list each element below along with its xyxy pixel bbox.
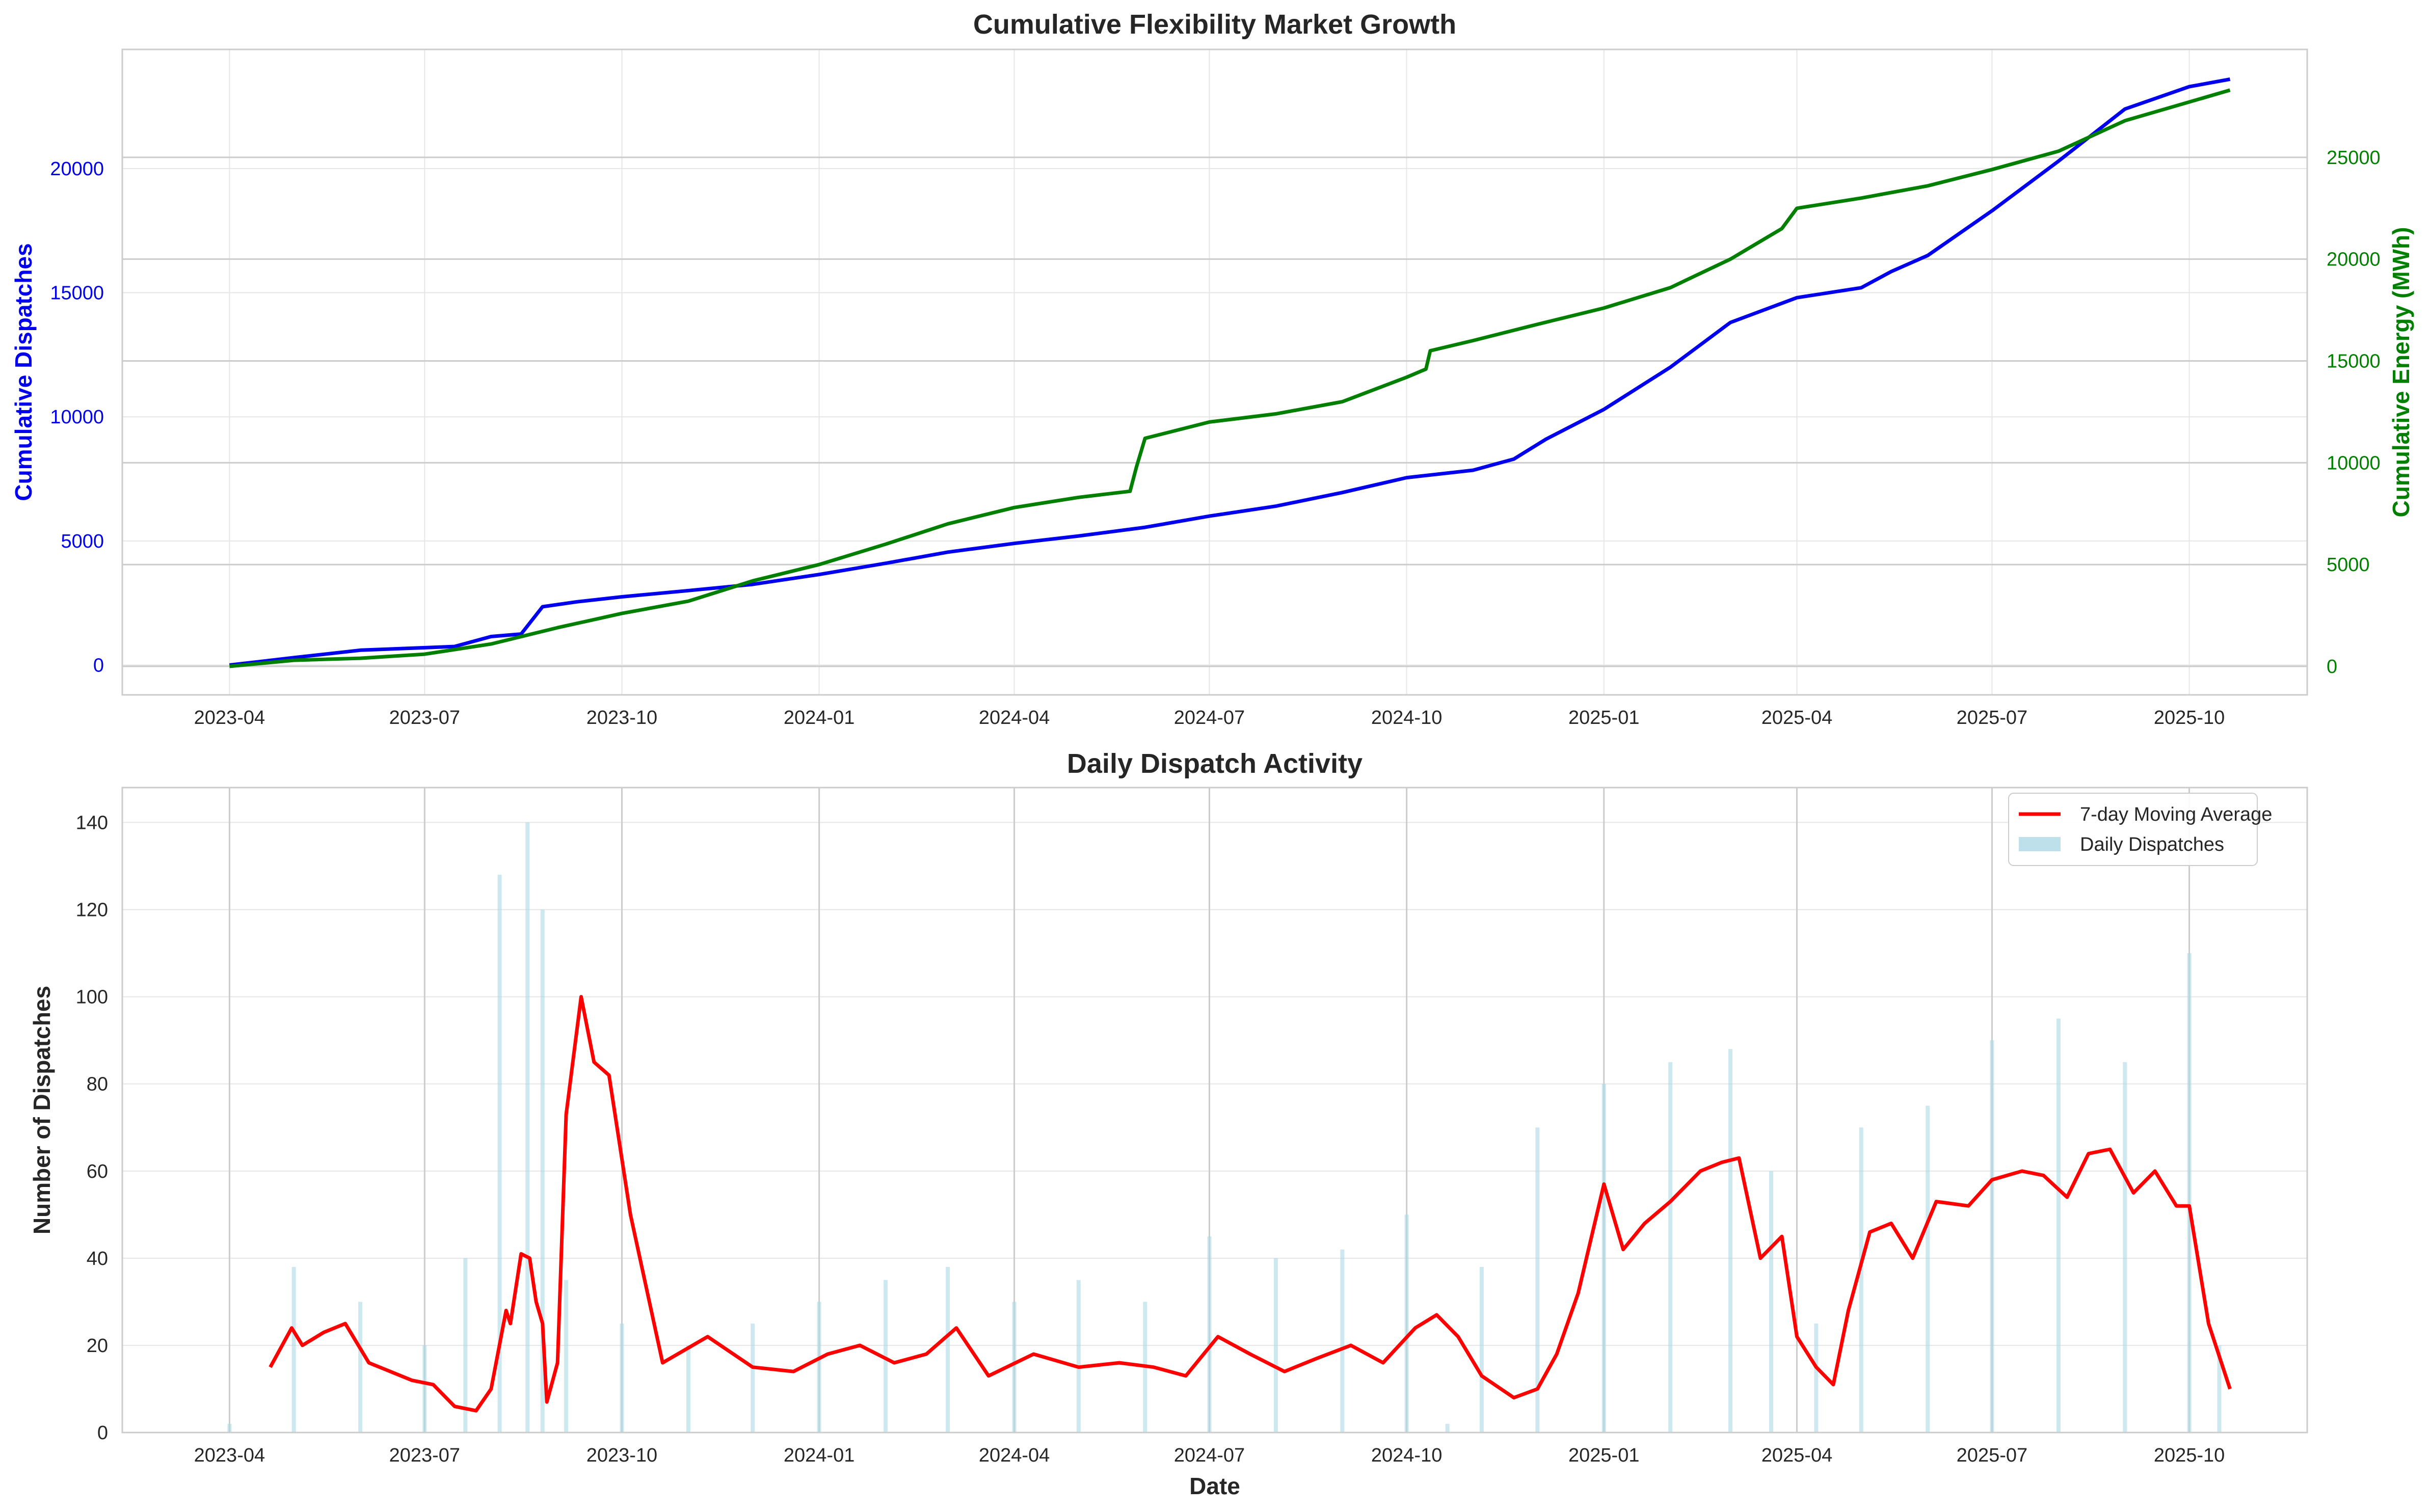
daily-dispatch-bar [1207,1236,1212,1433]
cumulative-dispatches-line [229,77,2231,667]
y-left-tick-label: 10000 [50,407,104,428]
y-right-axis-label: Cumulative Energy (MWh) [2388,227,2414,518]
daily-dispatch-bar [620,1324,624,1433]
x-tick-label: 2024-04 [979,1445,1050,1466]
x-tick-label: 2024-07 [1174,707,1245,728]
daily-dispatch-bar [525,822,530,1433]
y-left-tick-label: 5000 [61,531,104,552]
daily-dispatch-bar [884,1280,888,1433]
daily-dispatch-bar [1668,1062,1673,1433]
legend-label-moving-average: 7-day Moving Average [2080,804,2272,825]
daily-dispatch-bar [751,1324,755,1433]
plot-area [122,49,2307,695]
daily-dispatch-bar [1404,1214,1409,1433]
x-tick-label: 2023-07 [389,707,460,728]
cumulative-growth-panel: 2023-04 2023-07 2023-10 2024-01 2024-04 2024-… [10,9,2414,728]
daily-dispatch-bar [2217,1345,2222,1433]
chart-title: Daily Dispatch Activity [1067,748,1363,779]
daily-dispatch-bar [540,909,545,1433]
x-axis-label: Date [1189,1473,1240,1499]
daily-dispatch-bar [564,1280,569,1433]
y-tick-label: 20 [87,1335,108,1357]
daily-dispatch-bar [1340,1249,1345,1433]
daily-dispatch-bar [422,1345,427,1433]
x-tick-label: 2025-07 [1957,707,2027,728]
legend-box [2008,793,2258,866]
y-left-tick-label: 20000 [50,158,104,180]
x-tick-label: 2024-04 [979,707,1050,728]
x-tick-label: 2024-01 [784,707,854,728]
y-tick-label: 60 [87,1161,108,1182]
x-tick-label: 2025-01 [1568,1445,1639,1466]
y-right-tick-label: 20000 [2327,249,2381,271]
x-tick-label: 2024-07 [1174,1445,1245,1466]
daily-dispatch-bar [1479,1266,1484,1433]
y-right-tick-label: 0 [2327,656,2337,678]
daily-dispatch-bar [358,1302,363,1433]
daily-dispatch-bar [817,1302,821,1433]
plot-frame [121,48,2308,696]
daily-dispatch-bar [1535,1127,1540,1433]
x-tick-label: 2024-01 [784,1445,854,1466]
daily-dispatch-bar [1076,1280,1081,1433]
y-tick-label: 100 [76,987,108,1008]
y-tick-label: 0 [97,1422,108,1444]
x-tick-label: 2025-04 [1761,1445,1832,1466]
cumulative-energy-line [229,88,2231,668]
plot-frame [121,787,2308,1434]
chart-title: Cumulative Flexibility Market Growth [973,9,1456,40]
daily-dispatch-bar [227,1423,232,1433]
daily-dispatch-bar [1273,1258,1278,1433]
daily-dispatch-bar [1445,1423,1450,1433]
y-tick-label: 120 [76,900,108,921]
y-left-axis-label: Cumulative Dispatches [10,243,37,501]
daily-dispatch-bar [2123,1062,2127,1433]
y-axis-label: Number of Dispatches [29,986,55,1234]
x-tick-label: 2023-07 [389,1445,460,1466]
y-left-tick-label: 15000 [50,283,104,304]
x-tick-label: 2025-07 [1957,1445,2027,1466]
legend-swatch-daily-dispatches [2019,837,2061,851]
daily-dispatch-bar [497,875,502,1433]
x-tick-label: 2025-10 [2154,1445,2225,1466]
y-tick-label: 80 [87,1074,108,1095]
y-left-tick-label: 0 [93,655,104,677]
y-right-tick-label: 15000 [2327,351,2381,372]
daily-activity-panel: 0 20 40 60 80 100 120 140 2023-04 2023-07 2023-10 2… [29,748,2308,1499]
daily-dispatch-bar [1728,1049,1732,1433]
daily-dispatch-bar [1926,1105,1930,1433]
plot-area [122,788,2307,1433]
daily-dispatch-bar [1859,1127,1863,1433]
daily-dispatch-bar [686,1345,690,1433]
daily-dispatch-bar [463,1258,468,1433]
x-tick-label: 2023-10 [586,1445,657,1466]
x-tick-label: 2024-10 [1371,1445,1442,1466]
daily-dispatch-bar [1990,1040,1994,1433]
daily-dispatch-bar [1012,1302,1017,1433]
y-tick-label: 40 [87,1248,108,1270]
x-tick-label: 2023-10 [586,707,657,728]
y-right-tick-label: 10000 [2327,452,2381,474]
daily-dispatch-bar [1601,1084,1606,1433]
y-right-tick-label: 5000 [2327,554,2370,576]
x-tick-label: 2024-10 [1371,707,1442,728]
daily-dispatch-bar [1769,1171,1773,1433]
y-tick-label: 140 [76,812,108,833]
daily-dispatch-bar [2056,1018,2061,1433]
daily-dispatch-bar [946,1266,950,1433]
x-tick-label: 2025-04 [1761,707,1832,728]
x-tick-label: 2023-04 [194,1445,265,1466]
moving-average-line [269,995,2232,1413]
x-tick-label: 2023-04 [194,707,265,728]
legend-label-daily-dispatches: Daily Dispatches [2080,834,2224,855]
y-right-tick-label: 25000 [2327,147,2381,169]
daily-dispatch-bar [1814,1324,1819,1433]
x-tick-label: 2025-10 [2154,707,2225,728]
x-tick-label: 2025-01 [1568,707,1639,728]
daily-dispatch-bar [291,1266,296,1433]
legend: 7-day Moving Average Daily Dispatches [2008,793,2272,866]
daily-dispatch-bar [2187,953,2192,1433]
